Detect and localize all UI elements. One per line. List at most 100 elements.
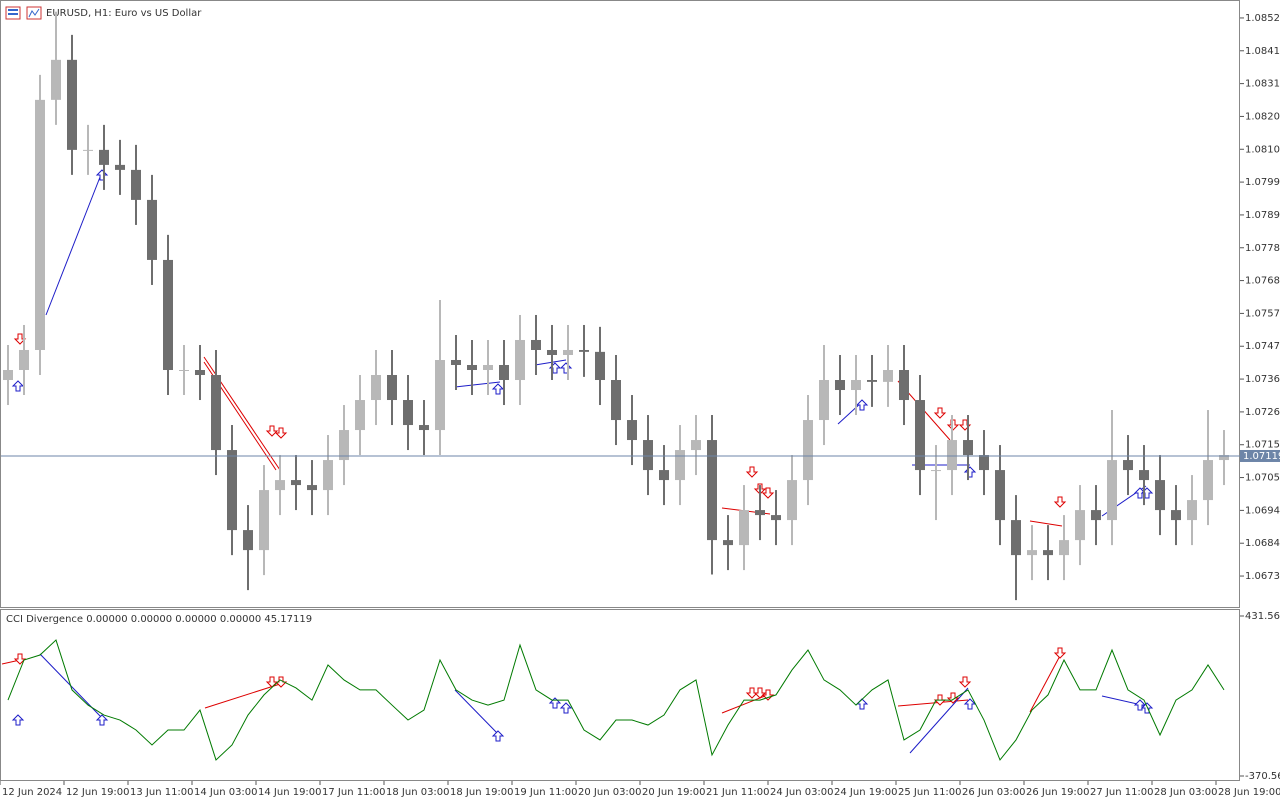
candle-body	[691, 440, 701, 451]
candle-body	[163, 259, 173, 371]
x-tick-label: 18 Jun 03:00	[386, 787, 450, 798]
x-tick-label: 12 Jun 19:00	[66, 787, 130, 798]
candle-body	[1171, 510, 1181, 521]
candle-body	[1155, 480, 1165, 511]
candle-body	[3, 370, 13, 381]
y-tick-label: 1.07260	[1245, 407, 1280, 418]
candle-body	[723, 540, 733, 546]
x-tick-label: 28 Jun 19:00	[1218, 787, 1280, 798]
x-tick-label: 20 Jun 19:00	[642, 787, 706, 798]
x-tick-label: 26 Jun 19:00	[1026, 787, 1090, 798]
x-tick-label: 14 Jun 19:00	[258, 787, 322, 798]
divergence-line	[837, 401, 863, 425]
signal-arrow	[95, 714, 109, 726]
signal-arrow	[963, 466, 977, 478]
candle-body	[1203, 460, 1213, 501]
signal-arrow	[1053, 496, 1067, 508]
signal-arrow	[274, 427, 288, 439]
indicator-title: CCI Divergence 0.00000 0.00000 0.00000 0…	[6, 614, 312, 625]
candle-body	[1187, 500, 1197, 521]
candle-body	[819, 380, 829, 421]
candle-body	[803, 420, 813, 481]
candle-body	[1043, 550, 1053, 556]
candle-body	[643, 440, 653, 471]
y-tick-label: 1.07575	[1245, 308, 1280, 319]
candle-body	[1219, 455, 1229, 461]
signal-arrow	[963, 698, 977, 710]
candle-body	[883, 370, 893, 382]
candle-body	[19, 349, 29, 371]
signal-arrow	[1053, 647, 1067, 659]
candle-body	[83, 149, 93, 151]
candle-body	[771, 515, 781, 521]
candle-body	[851, 380, 861, 391]
candle-body	[995, 470, 1005, 521]
x-tick-label: 21 Jun 11:00	[706, 787, 770, 798]
y-tick-label: 1.08520	[1245, 13, 1280, 24]
signal-arrow	[13, 653, 27, 665]
signal-arrow	[265, 425, 279, 437]
candle-body	[963, 440, 973, 456]
candle-body	[451, 359, 461, 365]
candle-body	[1107, 460, 1117, 521]
y-tick-label: 1.08415	[1245, 46, 1280, 57]
candle-body	[51, 59, 61, 100]
icon	[8, 9, 18, 11]
cci-line	[7, 639, 1225, 761]
y-tick-label: 1.07365	[1245, 374, 1280, 385]
candle-body	[67, 59, 77, 150]
last-price-label: 1.07119	[1243, 451, 1280, 462]
candle-body	[1123, 460, 1133, 471]
divergence-line	[45, 171, 103, 316]
y-tick-label: 1.07785	[1245, 243, 1280, 254]
candle-body	[595, 351, 605, 381]
candle-body	[243, 530, 253, 551]
y-tick-label: 1.08310	[1245, 79, 1280, 90]
symbol-icons	[5, 6, 42, 20]
candle-body	[211, 375, 221, 451]
y-tick-label: 1.07680	[1245, 276, 1280, 287]
candle-body	[307, 485, 317, 491]
signal-arrow	[11, 714, 25, 726]
candle-body	[115, 164, 125, 170]
divergence-line	[454, 689, 501, 737]
y-tick-label: 1.06735	[1245, 571, 1280, 582]
candle-body	[179, 370, 189, 372]
candle-body	[371, 375, 381, 401]
signal-arrow	[491, 730, 505, 742]
signal-arrow	[855, 698, 869, 710]
candle-body	[131, 169, 141, 200]
candle-body	[403, 400, 413, 426]
candle-body	[739, 510, 749, 546]
signal-arrow	[745, 466, 759, 478]
signal-arrow	[11, 380, 25, 392]
candle-body	[147, 199, 157, 260]
y-tick-label: 1.07050	[1245, 473, 1280, 484]
x-tick-label: 12 Jun 2024	[2, 787, 62, 798]
x-tick-label: 17 Jun 11:00	[322, 787, 386, 798]
x-tick-label: 18 Jun 19:00	[450, 787, 514, 798]
chart-title: EURUSD, H1: Euro vs US Dollar	[46, 8, 202, 19]
candle-body	[323, 460, 333, 491]
signal-arrow	[95, 169, 109, 181]
candle-body	[547, 349, 557, 355]
candle-body	[355, 400, 365, 431]
candle-body	[627, 420, 637, 441]
divergence-line	[1029, 651, 1063, 713]
y-tick-label: 1.06945	[1245, 505, 1280, 516]
divergence-line	[454, 381, 501, 388]
signal-arrow	[559, 702, 573, 714]
candle-body	[707, 440, 717, 541]
candle-body	[947, 440, 957, 471]
candle-body	[515, 339, 525, 381]
divergence-line	[909, 687, 969, 754]
candle-body	[915, 400, 925, 471]
icon	[8, 13, 18, 15]
icon	[28, 8, 40, 18]
candle-body	[563, 349, 573, 355]
x-tick-label: 19 Jun 11:00	[514, 787, 578, 798]
candle-body	[435, 359, 445, 431]
candle-body	[1059, 540, 1069, 556]
y-tick-label: 1.07890	[1245, 210, 1280, 221]
